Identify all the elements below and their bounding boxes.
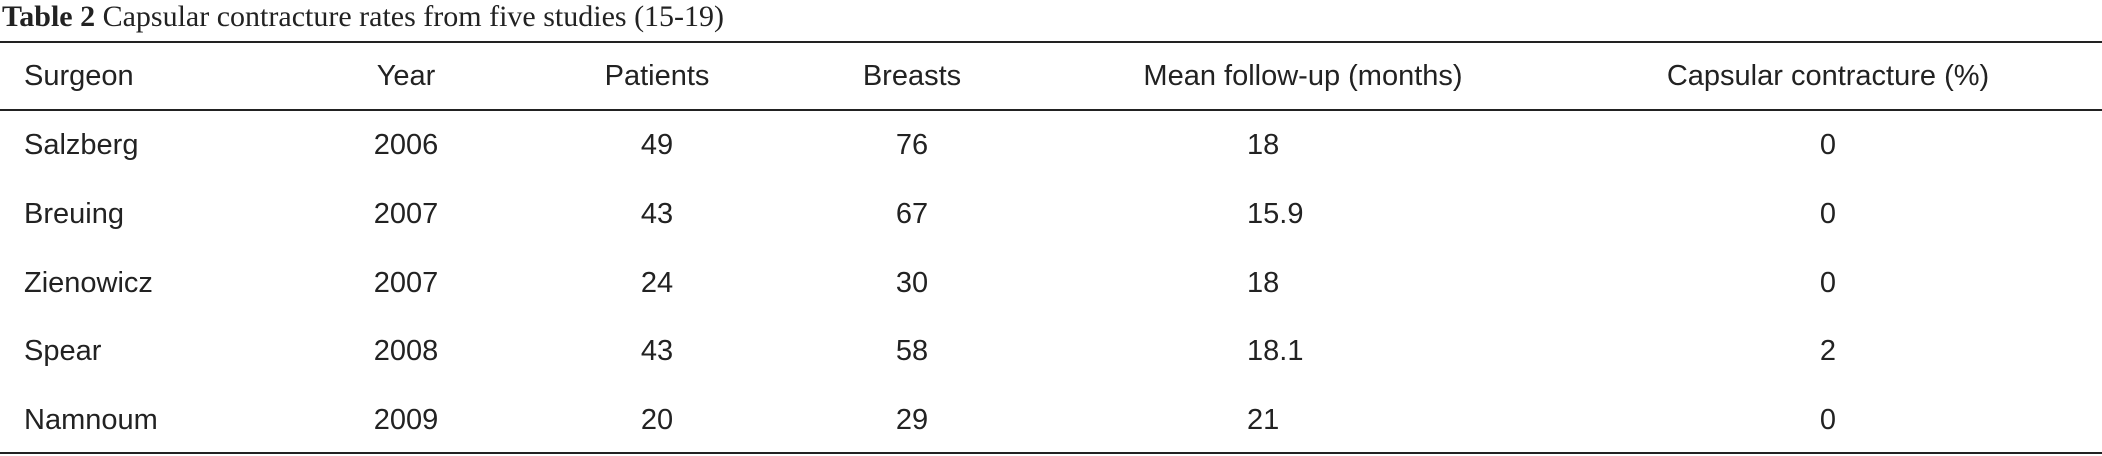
table-cell: 20 [640, 404, 674, 436]
table-cell: 43 [640, 198, 674, 230]
table-cell: Spear [24, 335, 102, 367]
caption: Table 2 Capsular contracture rates from … [2, 0, 724, 34]
table-cell: 18.1 [1247, 335, 1304, 367]
table-cell: 21 [1247, 404, 1280, 436]
table-cell: 2008 [373, 335, 439, 367]
table-cell: Salzberg [24, 129, 139, 161]
table-cell: 49 [640, 129, 674, 161]
table-cell: 24 [640, 267, 674, 299]
table-cell: 58 [895, 335, 929, 367]
top-rule [0, 41, 2102, 43]
table-cell: 67 [895, 198, 929, 230]
header-rule [0, 109, 2102, 111]
table-cell: Breuing [24, 198, 124, 230]
column-header: Mean follow-up (months) [1143, 60, 1463, 92]
column-header: Year [376, 60, 436, 92]
table-cell: Namnoum [24, 404, 158, 436]
table-cell: 30 [895, 267, 929, 299]
table-cell: 2 [1819, 335, 1837, 367]
table-cell: 29 [895, 404, 929, 436]
table-cell: 43 [640, 335, 674, 367]
column-header: Patients [604, 60, 710, 92]
table-cell: 2007 [373, 267, 439, 299]
table-cell: 0 [1819, 129, 1837, 161]
table-cell: 0 [1819, 267, 1837, 299]
table-cell: 2009 [373, 404, 439, 436]
table-cell: 0 [1819, 198, 1837, 230]
table-cell: 76 [895, 129, 929, 161]
caption-label: Table 2 [2, 0, 96, 33]
table-cell: 18 [1247, 267, 1280, 299]
table-cell: Zienowicz [24, 267, 153, 299]
table-cell: 2006 [373, 129, 439, 161]
bottom-rule [0, 452, 2102, 454]
caption-text: Capsular contracture rates from five stu… [102, 0, 725, 33]
table-cell: 0 [1819, 404, 1837, 436]
table-cell: 18 [1247, 129, 1280, 161]
column-header: Capsular contracture (%) [1666, 60, 1990, 92]
column-header: Breasts [862, 60, 962, 92]
column-header: Surgeon [24, 60, 134, 92]
table-cell: 2007 [373, 198, 439, 230]
table-cell: 15.9 [1247, 198, 1304, 230]
